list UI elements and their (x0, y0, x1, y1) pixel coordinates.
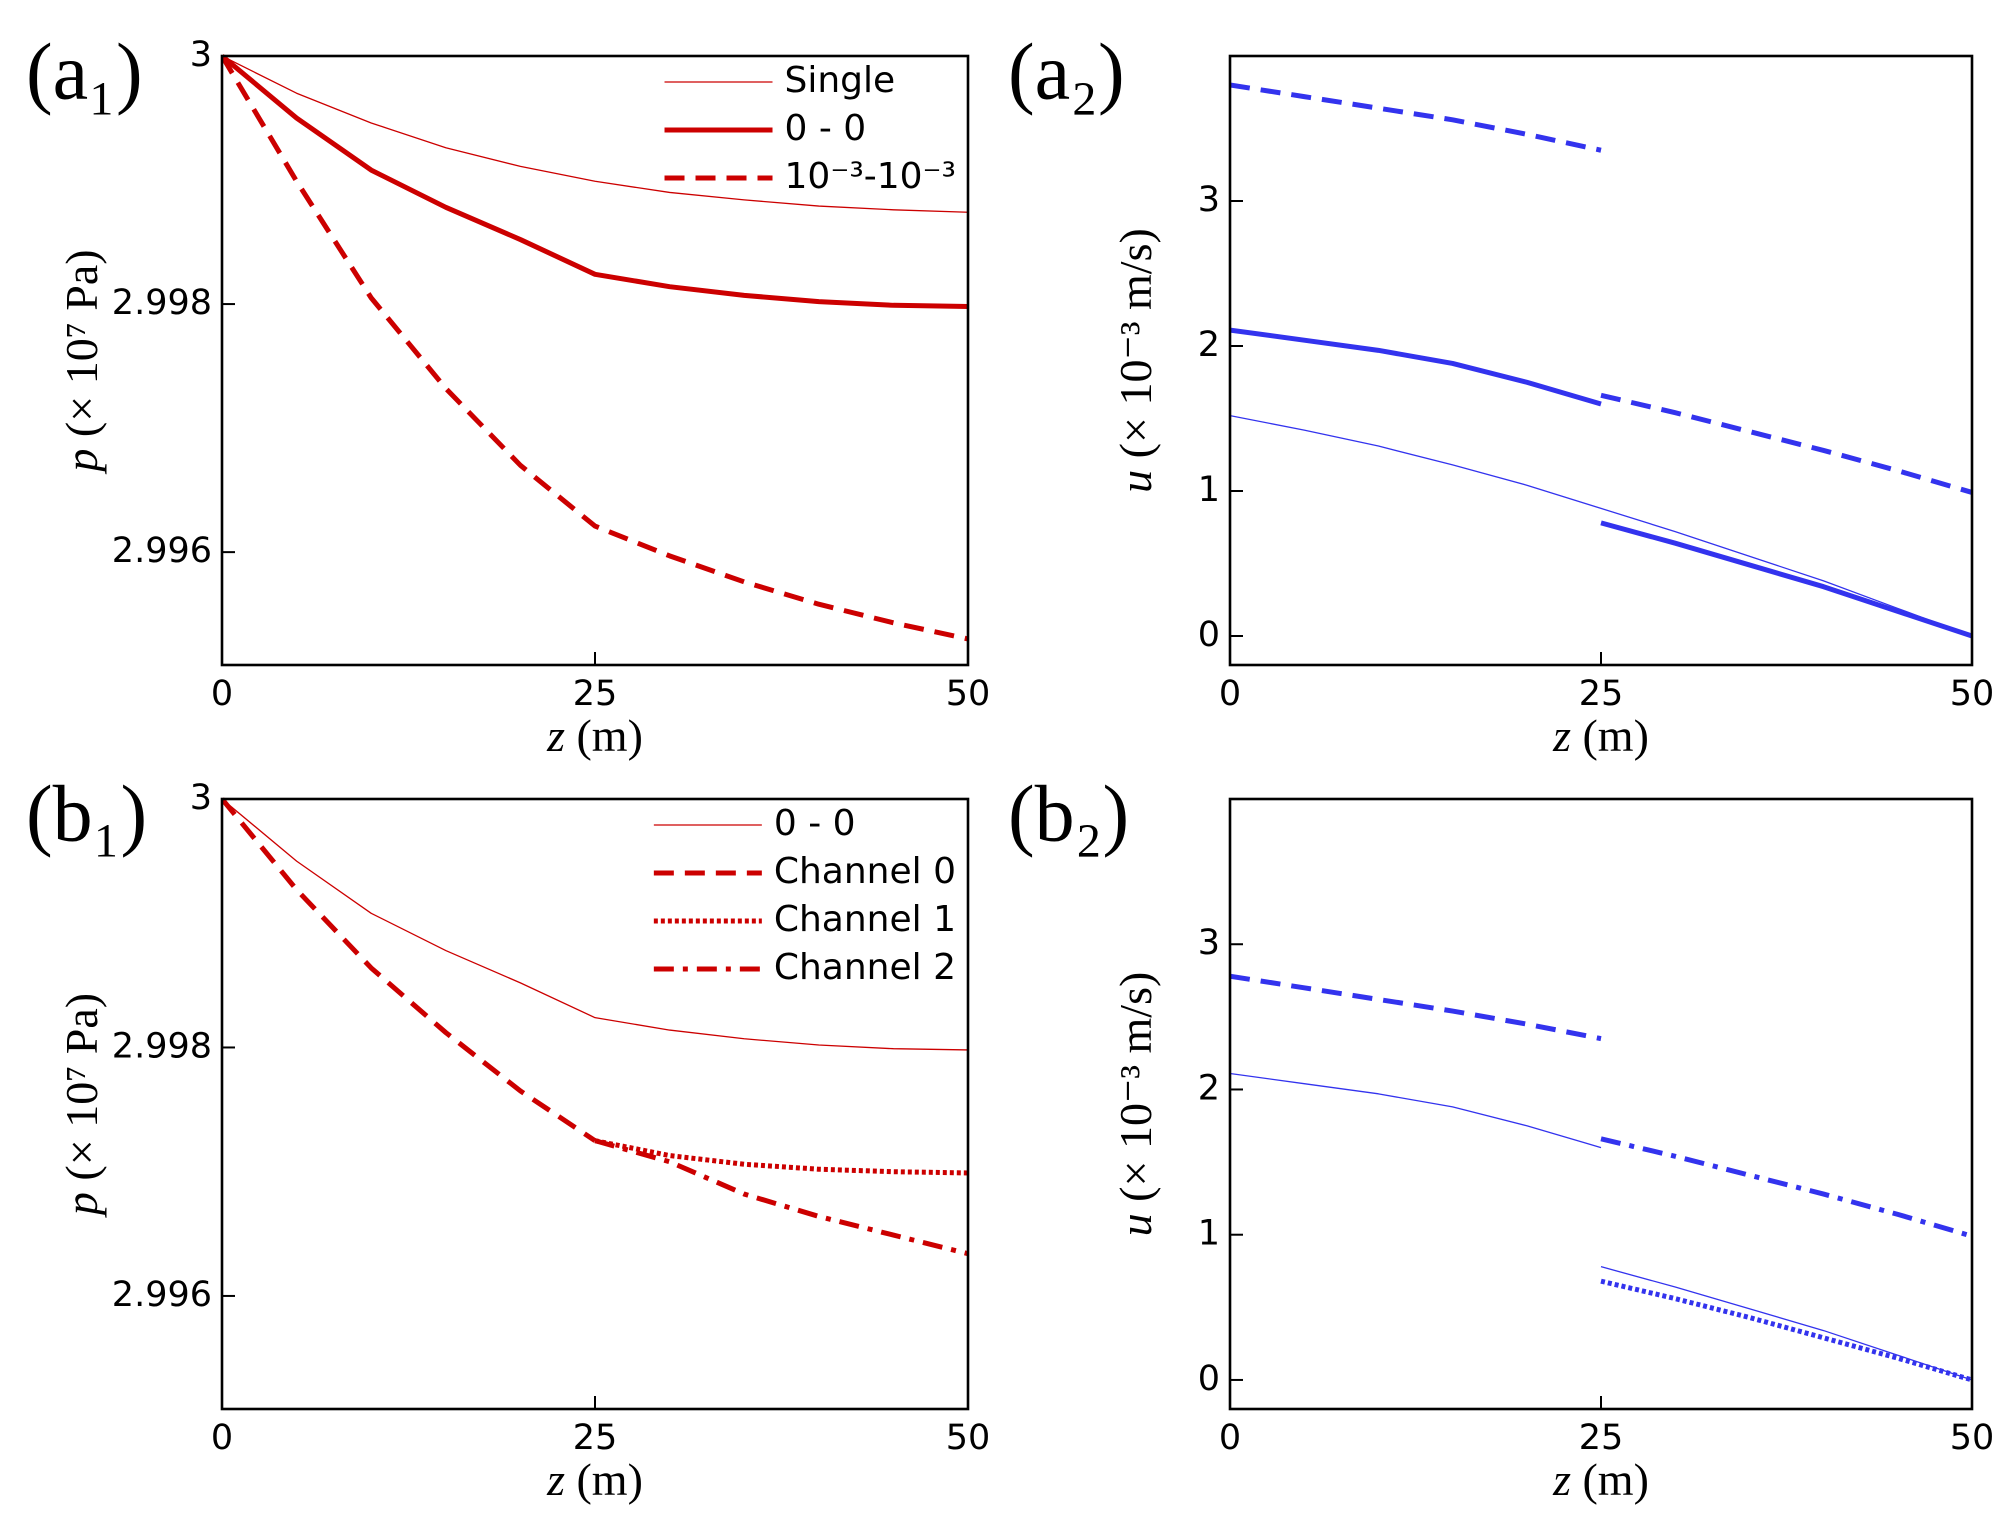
x-axis-unit: (m) (1571, 710, 1649, 761)
y-tick-label: 3 (190, 35, 212, 75)
x-axis-var: z (546, 1454, 565, 1505)
y-tick-label: 2.998 (112, 1026, 212, 1066)
y-tick-label: 0 (1198, 615, 1220, 655)
panel: 0 25 50 2.996 2.998 3 z (m) p (× 10⁷ Pa) (a₁) Sin… (26, 28, 990, 760)
series-line (1230, 414, 1973, 637)
series-line (594, 1138, 969, 1257)
x-tick-label: 50 (946, 674, 991, 714)
series-line (1230, 82, 1973, 495)
panel-label: (b₁) (26, 770, 147, 858)
series-line (1230, 327, 1973, 639)
x-tick-label: 50 (946, 1418, 991, 1458)
y-axis-var: p (56, 1192, 107, 1218)
y-axis-unit: (× 10⁷ Pa) (56, 249, 107, 448)
panel-label: (a₁) (26, 28, 143, 116)
x-tick-label: 50 (1950, 674, 1995, 714)
series-line (222, 55, 969, 213)
y-axis-unit: (× 10⁷ Pa) (56, 993, 107, 1192)
y-tick-label: 3 (1198, 180, 1220, 220)
series-line (1230, 973, 1602, 1042)
x-tick-label: 50 (1950, 1418, 1995, 1458)
x-axis-unit: (m) (1571, 1454, 1649, 1505)
series-line (1600, 1278, 1973, 1383)
y-axis-var: p (56, 449, 107, 475)
series-line (222, 54, 969, 642)
series-line (1600, 1136, 1973, 1239)
x-tick-label: 0 (211, 674, 233, 714)
panel: 0 25 50 0 1 2 3 z (m) u (× 10⁻³ m/s) (a₂) (1008, 28, 1994, 760)
legend-label: Channel 2 (774, 947, 956, 988)
y-tick-label: 0 (1198, 1359, 1220, 1399)
legend-label: 0 - 0 (785, 108, 867, 149)
x-axis-label: z (m) (546, 710, 643, 761)
series-line (594, 1138, 969, 1176)
x-axis-unit: (m) (565, 1454, 643, 1505)
x-tick-label: 0 (1219, 674, 1241, 714)
x-axis-var: z (1552, 1454, 1571, 1505)
plot-frame (1228, 797, 1974, 1411)
panel-label: (a₂) (1008, 28, 1125, 116)
legend-label: 10⁻³-10⁻³ (785, 156, 956, 197)
series-line (222, 798, 969, 1051)
y-tick-label: 2 (1198, 325, 1220, 365)
y-tick-label: 2.996 (112, 531, 212, 571)
legend-label: Channel 0 (774, 851, 956, 892)
y-tick-label: 2.998 (112, 283, 212, 323)
y-axis-label: u (× 10⁻³ m/s) (1110, 228, 1161, 493)
x-axis-var: z (546, 710, 565, 761)
series-line (1230, 1072, 1973, 1381)
y-axis-label: p (× 10⁷ Pa) (56, 993, 107, 1218)
x-tick-label: 25 (573, 1418, 618, 1458)
y-tick-label: 1 (1198, 1214, 1220, 1254)
x-tick-label: 0 (211, 1418, 233, 1458)
x-axis-var: z (1552, 710, 1571, 761)
x-axis-label: z (m) (546, 1454, 643, 1505)
panel: 0 25 50 0 1 2 3 z (m) u (× 10⁻³ m/s) (b₂) (1008, 770, 1994, 1504)
y-axis-label: p (× 10⁷ Pa) (56, 249, 107, 474)
x-tick-label: 0 (1219, 1418, 1241, 1458)
series-line (222, 797, 597, 1143)
plot-frame (1228, 54, 1974, 667)
x-tick-label: 25 (1579, 1418, 1624, 1458)
y-axis-unit: (× 10⁻³ m/s) (1110, 972, 1161, 1214)
y-tick-label: 3 (1198, 923, 1220, 963)
legend-label: 0 - 0 (774, 803, 856, 844)
y-tick-label: 2.996 (112, 1275, 212, 1315)
x-axis-label: z (m) (1552, 1454, 1649, 1505)
x-axis-unit: (m) (565, 710, 643, 761)
x-tick-label: 25 (1579, 674, 1624, 714)
y-axis-var: u (1110, 1213, 1161, 1236)
legend-label: Single (785, 60, 896, 101)
y-tick-label: 1 (1198, 470, 1220, 510)
panel-label: (b₂) (1008, 770, 1129, 858)
legend-label: Channel 1 (774, 899, 956, 940)
y-axis-var: u (1110, 470, 1161, 493)
y-tick-label: 3 (190, 778, 212, 818)
y-tick-label: 2 (1198, 1068, 1220, 1108)
y-axis-label: u (× 10⁻³ m/s) (1110, 972, 1161, 1237)
panel: 0 25 50 2.996 2.998 3 z (m) p (× 10⁷ Pa) (b₁) 0 -… (26, 770, 990, 1504)
y-axis-unit: (× 10⁻³ m/s) (1110, 228, 1161, 470)
series-line (222, 54, 969, 310)
x-axis-label: z (m) (1552, 710, 1649, 761)
x-tick-label: 25 (573, 674, 618, 714)
